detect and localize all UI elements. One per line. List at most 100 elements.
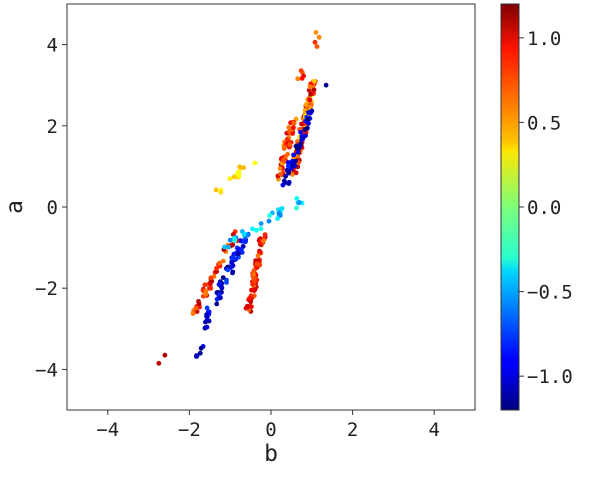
colorbar-tick-label: −0.5 (527, 282, 573, 304)
colorbar-tick-label: −1.0 (527, 366, 573, 388)
y-tick-label: 0 (47, 197, 58, 219)
colorbar-tick-label: 0.5 (527, 112, 561, 134)
scatter-point (198, 345, 204, 351)
scatter-point (229, 259, 235, 265)
scatter-point (243, 239, 248, 245)
scatter-point (296, 145, 302, 151)
scatter-point (286, 129, 292, 135)
scatter-point (218, 189, 224, 195)
scatter-point (203, 319, 208, 325)
scatter-point (203, 288, 209, 294)
scatter-point (308, 92, 313, 97)
scatter-point (298, 68, 304, 74)
scatter-point (299, 121, 304, 127)
x-axis-label: b (264, 441, 278, 467)
scatter-point (312, 39, 318, 45)
scatter-point (312, 79, 317, 84)
scatter-point (306, 121, 311, 126)
scatter-point (197, 350, 203, 356)
scatter-point (214, 265, 219, 271)
scatter-point (293, 170, 299, 176)
scatter-point (214, 301, 220, 307)
scatter-point (250, 226, 255, 232)
scatter-point (275, 216, 280, 221)
scatter-point (245, 304, 250, 310)
scatter-point (254, 261, 260, 267)
scatter-point (241, 232, 247, 238)
scatter-point (230, 270, 235, 276)
scatter-point (301, 73, 306, 79)
scatter-point (261, 238, 266, 244)
scatter-point (252, 160, 258, 166)
scatter-point (296, 200, 302, 205)
scatter-point (291, 152, 296, 158)
scatter-point (314, 44, 320, 49)
scatter-point (231, 235, 237, 241)
scatter-point (298, 129, 303, 135)
scatter-point (295, 153, 300, 159)
scatter-point (251, 272, 257, 277)
scatter-point (316, 34, 322, 40)
scatter-point (231, 174, 237, 180)
scatter-point (251, 268, 257, 274)
scatter-point (284, 136, 290, 142)
scatter-point (230, 263, 236, 268)
scatter-point (279, 206, 285, 211)
x-tick-label: −4 (96, 419, 119, 441)
scatter-point (290, 125, 296, 131)
scatter-point (311, 87, 317, 93)
scatter-point (202, 282, 208, 288)
y-tick-label: −2 (35, 278, 58, 300)
scatter-point (281, 146, 287, 152)
y-tick-label: 4 (47, 35, 58, 57)
scatter-point (204, 305, 210, 311)
scatter-point (291, 120, 297, 126)
scatter-point (250, 281, 256, 287)
scatter-point (245, 232, 251, 238)
scatter-point (233, 256, 239, 262)
scatter-point (162, 352, 168, 358)
scatter-point (208, 275, 214, 281)
scatter-point (251, 293, 257, 299)
scatter-point (286, 125, 292, 130)
x-tick-label: −2 (178, 419, 201, 441)
scatter-point (295, 76, 301, 82)
scatter-point (300, 136, 306, 142)
scatter-point (280, 182, 286, 188)
scatter-point (217, 260, 223, 266)
scatter-point (285, 160, 291, 165)
scatter-point (230, 232, 236, 237)
colorbar-tick-label: 0.0 (527, 197, 561, 219)
scatter-point (156, 360, 162, 366)
scatter-point (283, 173, 288, 179)
scatter-point (294, 196, 300, 201)
scatter-point (237, 164, 243, 170)
scatter-point (293, 158, 298, 164)
scatter-point (220, 258, 226, 264)
scatter-point (267, 213, 272, 219)
scatter-point (258, 226, 264, 232)
scatter-point (206, 318, 212, 324)
scatter-point (193, 305, 199, 311)
scatter-point (255, 253, 261, 259)
y-axis-label: a (2, 200, 28, 214)
x-tick-label: 0 (265, 419, 276, 441)
scatter-point (281, 157, 286, 163)
scatter-point (285, 151, 290, 157)
y-tick-label: 2 (47, 116, 58, 138)
x-tick-label: 4 (428, 419, 439, 441)
axis-ticks: −4 −2 0 2 4 −4 −2 0 2 4 (35, 35, 440, 441)
colorbar (500, 3, 520, 411)
scatter-point (258, 221, 264, 227)
scatter-point (276, 210, 282, 216)
scatter-point (278, 171, 283, 177)
colorbar-ticks: −1.0 −0.5 0.0 0.5 1.0 (519, 28, 573, 388)
scatter-point (286, 179, 292, 185)
scatter-point (238, 247, 244, 252)
scatter-point (298, 141, 304, 147)
scatter-points (156, 30, 329, 366)
scatter-point (307, 97, 313, 103)
scatter-point (277, 166, 283, 171)
scatter-point (227, 237, 233, 243)
